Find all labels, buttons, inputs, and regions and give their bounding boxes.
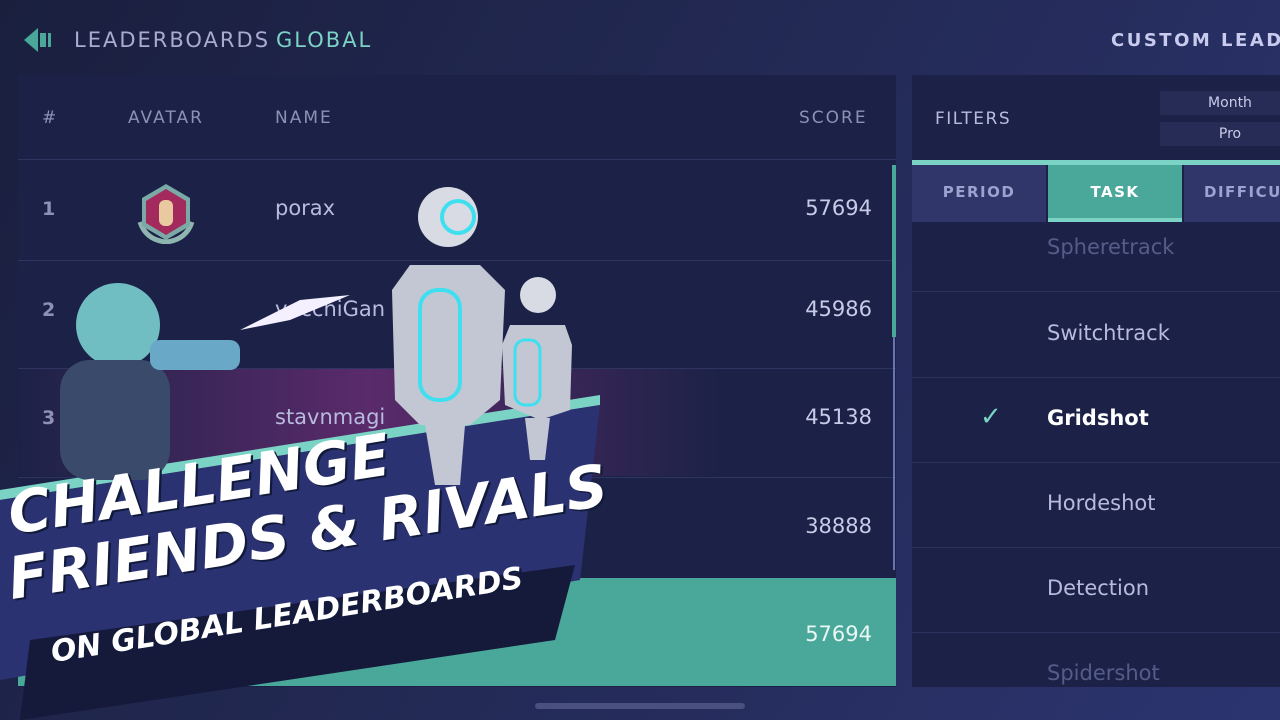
tab-task[interactable]: TASK (1048, 165, 1182, 222)
player-name: porax (275, 196, 336, 220)
custom-leaderboards-tab[interactable]: CUSTOM LEADE (1111, 30, 1280, 51)
difficulty-chip[interactable]: Pro (1160, 122, 1280, 146)
col-rank: # (42, 108, 59, 128)
rank: 2 (42, 299, 56, 321)
col-name: NAME (275, 108, 333, 128)
task-item-selected[interactable]: ✓ Gridshot (912, 378, 1280, 463)
table-row[interactable]: 1 porax 57694 (18, 159, 896, 267)
score: 38888 (805, 514, 872, 538)
title-text: LEADERBOARDS (74, 28, 271, 52)
task-item[interactable]: Spheretrack (912, 207, 1280, 292)
title-scope: GLOBAL (276, 28, 373, 52)
tab-difficulty[interactable]: DIFFICULTY (1184, 165, 1280, 222)
col-score: SCORE (799, 108, 868, 128)
tab-period[interactable]: PERIOD (912, 165, 1046, 222)
filters-label: FILTERS (935, 109, 1012, 129)
score: 45986 (805, 297, 872, 321)
score: 57694 (805, 196, 872, 220)
scrollbar-track[interactable] (893, 165, 895, 570)
task-label: Spheretrack (1047, 235, 1175, 259)
table-row[interactable]: 2 vecchiGan 45986 (18, 260, 896, 368)
task-label: Spidershot (1047, 661, 1160, 685)
player-name: vecchiGan (275, 297, 386, 321)
rank: 3 (42, 407, 56, 429)
scrollbar-thumb[interactable] (892, 165, 896, 337)
task-label: Hordeshot (1047, 491, 1156, 515)
filter-tabs: PERIOD TASK DIFFICULTY (912, 160, 1280, 222)
checkmark-icon: ✓ (980, 402, 1002, 432)
top-bar: LEADERBOARDS GLOBAL CUSTOM LEADE (0, 0, 1280, 75)
filters-panel: FILTERS Month Pro PERIOD TASK DIFFICULTY… (912, 75, 1280, 687)
home-indicator[interactable] (535, 703, 745, 709)
task-item[interactable]: Switchtrack (912, 293, 1280, 378)
task-item[interactable]: Detection (912, 548, 1280, 633)
task-item[interactable]: Spidershot (912, 633, 1280, 718)
score: 45138 (805, 405, 872, 429)
task-item[interactable]: Hordeshot (912, 463, 1280, 548)
task-label: Detection (1047, 576, 1150, 600)
avatar-badge-icon (137, 184, 195, 244)
score: 57694 (805, 622, 872, 646)
page-title: LEADERBOARDS GLOBAL (74, 28, 372, 52)
task-label: Gridshot (1047, 406, 1149, 430)
back-arrow-icon[interactable] (24, 28, 52, 52)
task-label: Switchtrack (1047, 321, 1170, 345)
rank: 1 (42, 198, 56, 220)
col-avatar: AVATAR (128, 108, 204, 128)
period-chip[interactable]: Month (1160, 91, 1280, 115)
